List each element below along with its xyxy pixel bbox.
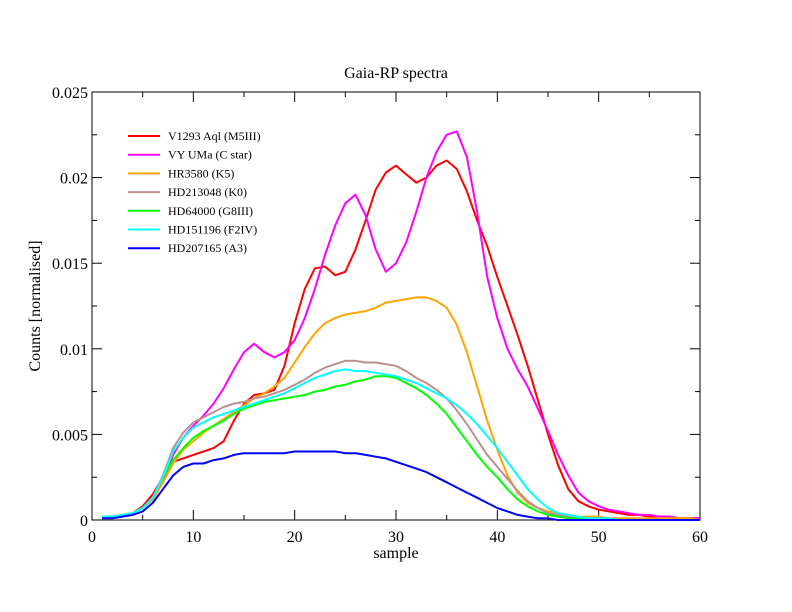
- legend: V1293 Aql (M5III) VY UMa (C star) HR3580 (…: [128, 129, 261, 255]
- series-line: [102, 375, 700, 521]
- x-tick-label: 10: [185, 529, 201, 546]
- legend-label: HD207165 (A3): [168, 241, 247, 255]
- y-tick-label: 0.025: [52, 85, 88, 102]
- y-tick-label: 0: [80, 513, 88, 530]
- y-tick-label: 0.02: [60, 171, 88, 188]
- legend-label: V1293 Aql (M5III): [168, 129, 261, 143]
- x-tick-label: 30: [388, 529, 404, 546]
- y-axis-label: Counts [normalised]: [27, 240, 44, 371]
- y-tick-label: 0.015: [52, 256, 88, 273]
- x-tick-label: 50: [591, 529, 607, 546]
- legend-label: HD64000 (G8III): [168, 204, 253, 218]
- y-tick-label: 0.005: [52, 427, 88, 444]
- legend-label: HD213048 (K0): [168, 185, 247, 199]
- x-axis-label: sample: [373, 545, 418, 562]
- y-tick-label: 0.01: [60, 342, 88, 359]
- x-tick-label: 20: [287, 529, 303, 546]
- series-layer: [102, 130, 701, 521]
- legend-label: HD151196 (F2IV): [168, 223, 257, 237]
- series-line: [102, 159, 700, 520]
- x-axis: 0 10 20 30 40 50 60: [88, 92, 708, 546]
- legend-label: HR3580 (K5): [168, 166, 234, 180]
- y-axis: 0 0.005 0.01 0.015 0.02 0.025: [52, 85, 700, 530]
- legend-label: VY UMa (C star): [168, 148, 252, 162]
- series-line: [102, 368, 700, 521]
- chart-title: Gaia-RP spectra: [344, 65, 448, 82]
- x-tick-label: 0: [88, 529, 96, 546]
- series-line: [102, 296, 701, 521]
- x-tick-label: 40: [489, 529, 505, 546]
- x-tick-label: 60: [692, 529, 708, 546]
- series-line: [102, 450, 700, 521]
